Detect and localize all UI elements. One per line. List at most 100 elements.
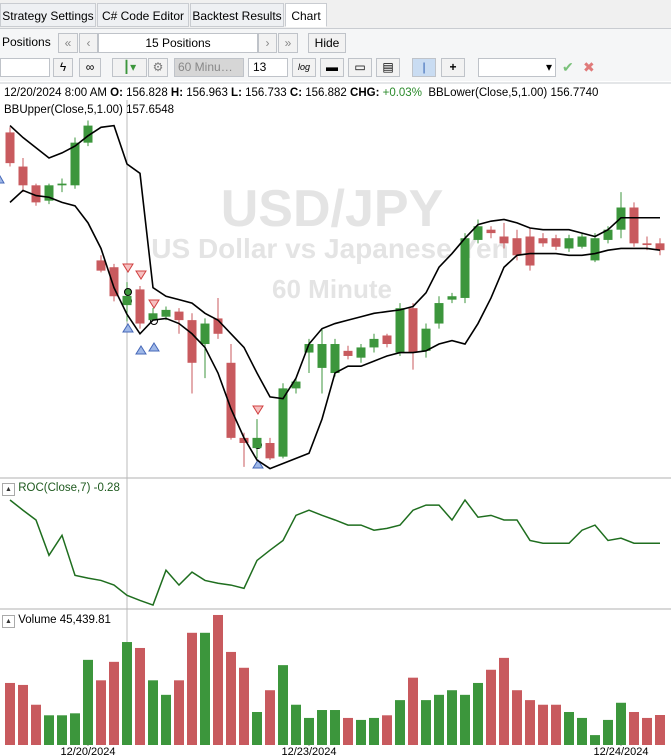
cursor-button[interactable]: | (412, 58, 436, 77)
volume-bar (421, 700, 431, 745)
roc-header: ▲ ROC(Close,7) -0.28 (2, 482, 120, 496)
volume-bar (226, 651, 236, 745)
volume-bar (291, 704, 301, 745)
volume-bar (278, 665, 288, 745)
log-button[interactable]: log (292, 58, 316, 77)
readout-open: 156.828 (126, 87, 168, 99)
candle-body (70, 142, 80, 186)
indicator-name: BBUpper(Close,5,1.00) (4, 104, 123, 116)
volume-bar (486, 669, 496, 745)
candle-body (473, 226, 483, 240)
next-button[interactable]: › (258, 33, 277, 53)
roc-line (9, 498, 660, 607)
hide-button[interactable]: Hide (308, 33, 346, 53)
link-button[interactable]: ∞ (79, 58, 101, 77)
tab[interactable]: Backtest Results (190, 3, 284, 27)
readout-date: 12/20/2024 8:00 AM (4, 87, 107, 99)
buy-signal (135, 345, 147, 355)
volume-bar (148, 680, 158, 745)
volume-bar (252, 711, 262, 745)
bollinger-line (9, 189, 661, 470)
candle-body (265, 442, 275, 459)
candle-body (460, 238, 470, 298)
volume-name: Volume (18, 614, 57, 626)
ohlc-readout: 12/20/2024 8:00 AM O: 156.828 H: 156.963… (4, 87, 598, 99)
candle-body (551, 238, 561, 247)
collapse-button[interactable]: ▲ (2, 615, 15, 628)
bars-value: 13 (253, 60, 267, 74)
candle-body (83, 125, 93, 143)
buy-signal (122, 323, 134, 333)
layout-button[interactable]: ▭ (348, 58, 372, 77)
volume-bar (538, 704, 548, 745)
volume-bar (122, 642, 132, 745)
candle-body (278, 388, 288, 457)
candle-body (135, 289, 145, 324)
candle-body (590, 238, 600, 261)
candle-body (317, 344, 327, 368)
tab[interactable]: Chart (285, 3, 327, 27)
candle-body (44, 185, 54, 201)
volume-bar (616, 702, 626, 745)
volume-bar (577, 717, 587, 745)
candle-body (421, 328, 431, 351)
candle-body (356, 347, 366, 358)
candle-body (434, 303, 444, 324)
candle-body (629, 207, 639, 244)
panel-button[interactable]: ▬ (320, 58, 344, 77)
chart-style-dropdown[interactable]: ┃▾ (112, 58, 147, 77)
candle-body (655, 243, 665, 251)
x-tick-label: 12/24/2024 (593, 746, 648, 756)
settings-button[interactable]: ⚙ (148, 58, 168, 77)
readout-change: +0.03% (382, 87, 422, 99)
tab[interactable]: C# Code Editor (97, 3, 189, 27)
cancel-button[interactable]: ✖ (583, 59, 595, 75)
grid-button[interactable]: ▤ (376, 58, 400, 77)
sell-signal (148, 299, 160, 309)
readout-label: CHG: (350, 87, 380, 99)
volume-bar (525, 700, 535, 745)
volume-bar (18, 684, 28, 745)
lightning-button[interactable]: ϟ (53, 58, 73, 77)
candle-body (538, 238, 548, 244)
add-button[interactable]: + (441, 58, 465, 77)
readout-label: L: (231, 87, 242, 99)
bollinger-line (9, 124, 660, 400)
volume-bar (135, 647, 145, 745)
candle-body (109, 267, 119, 297)
volume-bar (642, 717, 652, 745)
candle-body (291, 381, 301, 389)
tab[interactable]: Strategy Settings (0, 3, 96, 27)
readout-label: C: (289, 87, 303, 99)
entry-marker (124, 288, 132, 296)
x-tick-label: 12/20/2024 (60, 746, 115, 756)
volume-bar (213, 614, 223, 745)
volume-bar (564, 711, 574, 745)
buy-signal (252, 459, 264, 469)
candle-body (408, 308, 418, 353)
prev-button[interactable]: ‹ (79, 33, 98, 53)
volume-bar (590, 735, 600, 745)
drawing-dropdown[interactable]: ▾ (478, 58, 556, 77)
candle-body (564, 238, 574, 249)
candle-body (174, 311, 184, 321)
collapse-button[interactable]: ▲ (2, 483, 15, 496)
bars-spinner[interactable]: 13 (248, 58, 288, 77)
volume-bar (109, 661, 119, 745)
candle-body (213, 318, 223, 334)
volume-bar (369, 717, 379, 745)
candle-body (200, 323, 210, 345)
positions-label: Positions (2, 35, 51, 49)
readout-low: 156.733 (245, 87, 287, 99)
last-button[interactable]: » (278, 33, 298, 53)
symbol-input[interactable] (0, 58, 50, 77)
volume-bar (512, 690, 522, 745)
indicator-readout: BBUpper(Close,5,1.00) 157.6548 (4, 104, 174, 116)
volume-bar (434, 694, 444, 745)
candle-body (57, 183, 67, 186)
accept-button[interactable]: ✔ (562, 59, 574, 75)
first-button[interactable]: « (58, 33, 78, 53)
candle-body (18, 166, 28, 186)
interval-dropdown[interactable]: 60 Minu… (174, 58, 244, 77)
